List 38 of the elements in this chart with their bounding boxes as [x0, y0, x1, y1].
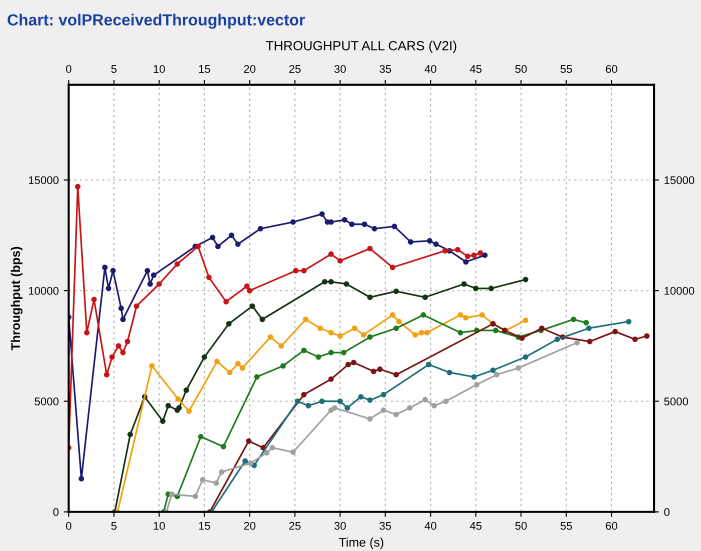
x-tick-label: 15	[199, 522, 210, 530]
chart-subtitle: THROUGHPUT ALL CARS (V2I)	[266, 40, 456, 53]
chart-title: Chart: volPReceivedThroughput:vector	[8, 14, 305, 29]
y-tick-label: 5000	[34, 398, 59, 406]
x-tick-label: 10	[154, 522, 165, 530]
x-tick-label: 30	[334, 522, 346, 530]
x-axis-title: Time (s)	[338, 538, 384, 550]
x-tick-label: 55	[560, 522, 572, 530]
x2-tick-label: 50	[515, 65, 527, 73]
y-tick-label: 15000	[28, 176, 59, 184]
x2-tick-label: 0	[66, 65, 72, 73]
y-tick-label: 10000	[28, 286, 59, 295]
x-tick-label: 0	[66, 522, 72, 530]
x2-tick-label: 25	[289, 65, 301, 73]
y-axis-title: Throughput (bps)	[10, 246, 23, 350]
x-tick-label: 20	[244, 522, 256, 530]
y2-tick-label: 15000	[664, 176, 694, 184]
x2-tick-label: 40	[424, 65, 436, 73]
x-tick-label: 40	[424, 522, 436, 530]
x2-tick-label: 20	[244, 65, 256, 73]
x2-tick-label: 15	[199, 65, 210, 73]
x-tick-label: 45	[470, 522, 482, 530]
x2-tick-label: 60	[606, 65, 618, 73]
x2-tick-label: 10	[154, 65, 165, 73]
x2-tick-label: 55	[560, 65, 572, 73]
y2-tick-label: 0	[664, 508, 670, 516]
x-tick-label: 60	[606, 522, 618, 530]
y2-tick-label: 10000	[664, 286, 694, 295]
x2-tick-label: 30	[334, 65, 346, 73]
x2-tick-label: 5	[111, 65, 117, 73]
x2-tick-label: 45	[470, 65, 482, 73]
x-tick-label: 35	[380, 522, 392, 530]
x-tick-label: 25	[289, 522, 301, 530]
y-tick-label: 0	[53, 508, 59, 516]
x-tick-label: 50	[515, 522, 527, 530]
x-tick-label: 5	[111, 522, 117, 530]
x2-tick-label: 35	[380, 65, 392, 73]
y2-tick-label: 5000	[664, 398, 688, 406]
